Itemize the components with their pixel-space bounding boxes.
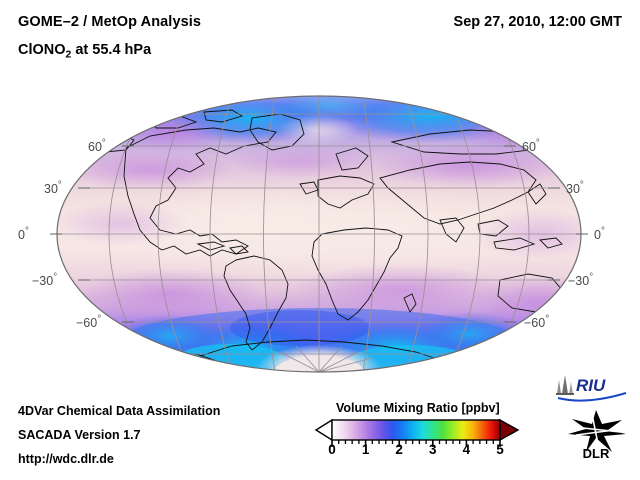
colorbar-tick-label: 2	[395, 442, 403, 457]
colorbar-tick-label: 1	[361, 442, 370, 457]
page-title: GOME–2 / MetOp Analysis	[18, 14, 202, 30]
dlr-mark-cuts	[573, 413, 623, 455]
species-subtitle: ClONO2 at 55.4 hPa	[18, 42, 151, 61]
footer-line-url[interactable]: http://wdc.dlr.de	[18, 452, 114, 466]
colorbar-bar	[331, 419, 501, 441]
riu-towers-icon	[556, 375, 574, 395]
riu-wordmark: RIU	[576, 376, 606, 395]
dlr-mark-icon	[568, 410, 626, 452]
colorbar-title: Volume Mixing Ratio [ppbv]	[336, 401, 500, 415]
riu-logo: RIU	[556, 375, 627, 402]
colorbar-over-arrow	[499, 418, 520, 442]
riu-swoosh-icon	[557, 392, 627, 402]
colorbar-ticks	[331, 440, 501, 447]
lat-label-left-60: 60°	[88, 138, 106, 154]
footer-line-method: 4DVar Chemical Data Assimilation	[18, 404, 221, 418]
dlr-logo: DLR	[568, 410, 626, 460]
colorbar-tick-label: 0	[328, 442, 336, 457]
lat-label-right-m30: −30°	[568, 272, 594, 288]
species-suffix: at 55.4 hPa	[71, 42, 152, 58]
map-panel: 60° 30° 0° −30° −60° 60° 30° 0° −30° −60…	[0, 84, 640, 384]
species-prefix: ClONO	[18, 42, 66, 58]
footer-line-version: SACADA Version 1.7	[18, 428, 141, 442]
lat-label-right-m60: −60°	[524, 314, 550, 330]
colorbar[interactable]	[310, 418, 540, 476]
colorbar-tick-label: 3	[429, 442, 437, 457]
lat-label-right-0: 0°	[594, 226, 605, 242]
lat-label-right-30: 30°	[566, 180, 584, 196]
lat-label-left-30: 30°	[44, 180, 62, 196]
lat-label-right-60: 60°	[522, 138, 540, 154]
colorbar-tick-label: 4	[462, 442, 471, 457]
lat-label-left-m30: −30°	[32, 272, 58, 288]
lat-label-left-m60: −60°	[76, 314, 102, 330]
colorbar-tick-label: 5	[496, 442, 504, 457]
lat-label-left-0: 0°	[18, 226, 29, 242]
data-field	[57, 96, 581, 372]
lat-ticks	[50, 145, 588, 323]
dlr-wordmark: DLR	[583, 446, 610, 460]
timestamp-label: Sep 27, 2010, 12:00 GMT	[453, 14, 622, 30]
species-subscript: 2	[65, 49, 72, 61]
colorbar-svg	[314, 418, 520, 447]
colorbar-under-arrow	[314, 418, 333, 442]
world-map	[50, 95, 588, 373]
